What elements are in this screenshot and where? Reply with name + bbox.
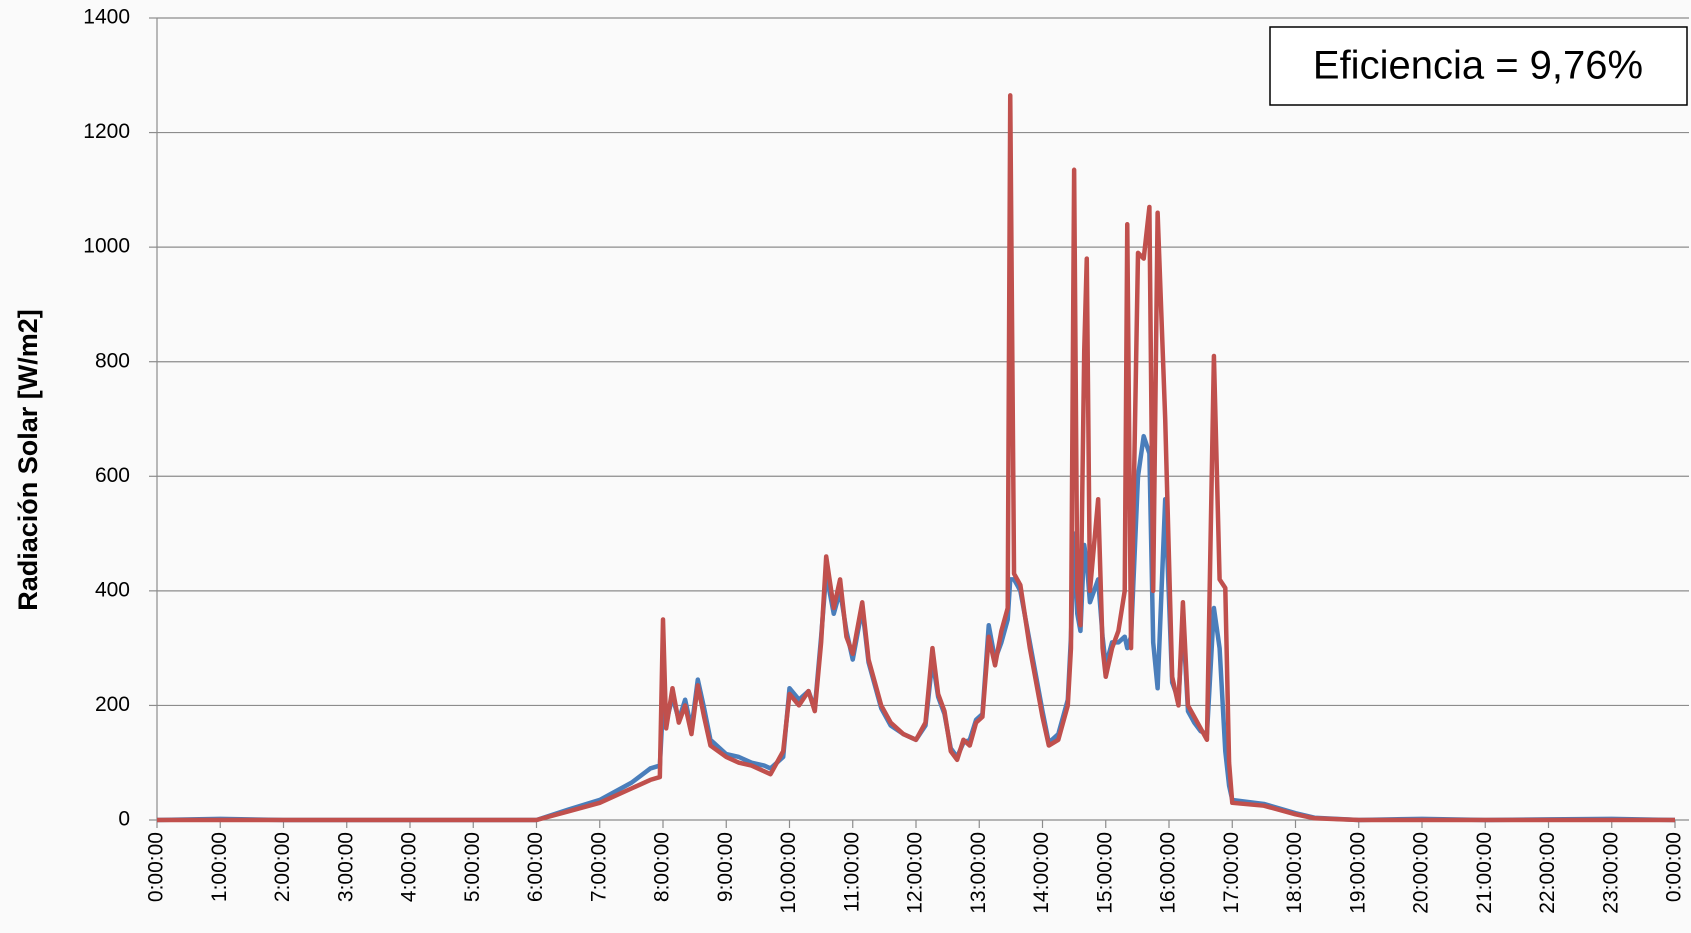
x-tick-label: 2:00:00 bbox=[271, 832, 294, 902]
y-tick-label: 400 bbox=[95, 578, 130, 601]
y-tick-label: 600 bbox=[95, 464, 130, 487]
x-tick-label: 21:00:00 bbox=[1473, 832, 1496, 914]
x-tick-label: 5:00:00 bbox=[461, 832, 484, 902]
annotation: Eficiencia = 9,76% bbox=[1313, 44, 1643, 88]
x-tick-label: 3:00:00 bbox=[334, 832, 357, 902]
x-tick-label: 20:00:00 bbox=[1410, 832, 1433, 914]
y-axis-title: Radiación Solar [W/m2] bbox=[13, 309, 43, 611]
x-tick-label: 8:00:00 bbox=[651, 832, 674, 902]
y-tick-label: 1200 bbox=[83, 120, 130, 143]
y-tick-label: 0 bbox=[118, 808, 130, 831]
y-tick-label: 200 bbox=[95, 693, 130, 716]
x-tick-label: 1:00:00 bbox=[208, 832, 231, 902]
x-tick-label: 6:00:00 bbox=[524, 832, 547, 902]
x-tick-label: 4:00:00 bbox=[398, 832, 421, 902]
annotation-box bbox=[1269, 26, 1688, 106]
x-tick-label: 16:00:00 bbox=[1157, 832, 1180, 914]
x-tick-label: 19:00:00 bbox=[1346, 832, 1369, 914]
x-tick-label: 14:00:00 bbox=[1030, 832, 1053, 914]
x-tick-label: 17:00:00 bbox=[1220, 832, 1243, 914]
y-tick-label: 1000 bbox=[83, 235, 130, 258]
x-tick-label: 0:00:00 bbox=[1663, 832, 1686, 902]
x-tick-label: 0:00:00 bbox=[145, 832, 168, 902]
y-tick-label: 1400 bbox=[83, 6, 130, 29]
x-tick-label: 11:00:00 bbox=[840, 832, 863, 912]
y-tick-label: 800 bbox=[95, 349, 130, 372]
x-tick-label: 12:00:00 bbox=[904, 832, 927, 914]
x-tick-label: 22:00:00 bbox=[1536, 832, 1559, 914]
x-tick-label: 9:00:00 bbox=[714, 832, 737, 902]
x-tick-label: 23:00:00 bbox=[1599, 832, 1622, 914]
x-tick-label: 15:00:00 bbox=[1093, 832, 1116, 914]
x-tick-label: 7:00:00 bbox=[587, 832, 610, 902]
x-tick-label: 18:00:00 bbox=[1283, 832, 1306, 914]
data-line bbox=[157, 93, 1675, 823]
x-tick-label: 10:00:00 bbox=[777, 832, 800, 914]
x-tick-label: 13:00:00 bbox=[967, 832, 990, 914]
